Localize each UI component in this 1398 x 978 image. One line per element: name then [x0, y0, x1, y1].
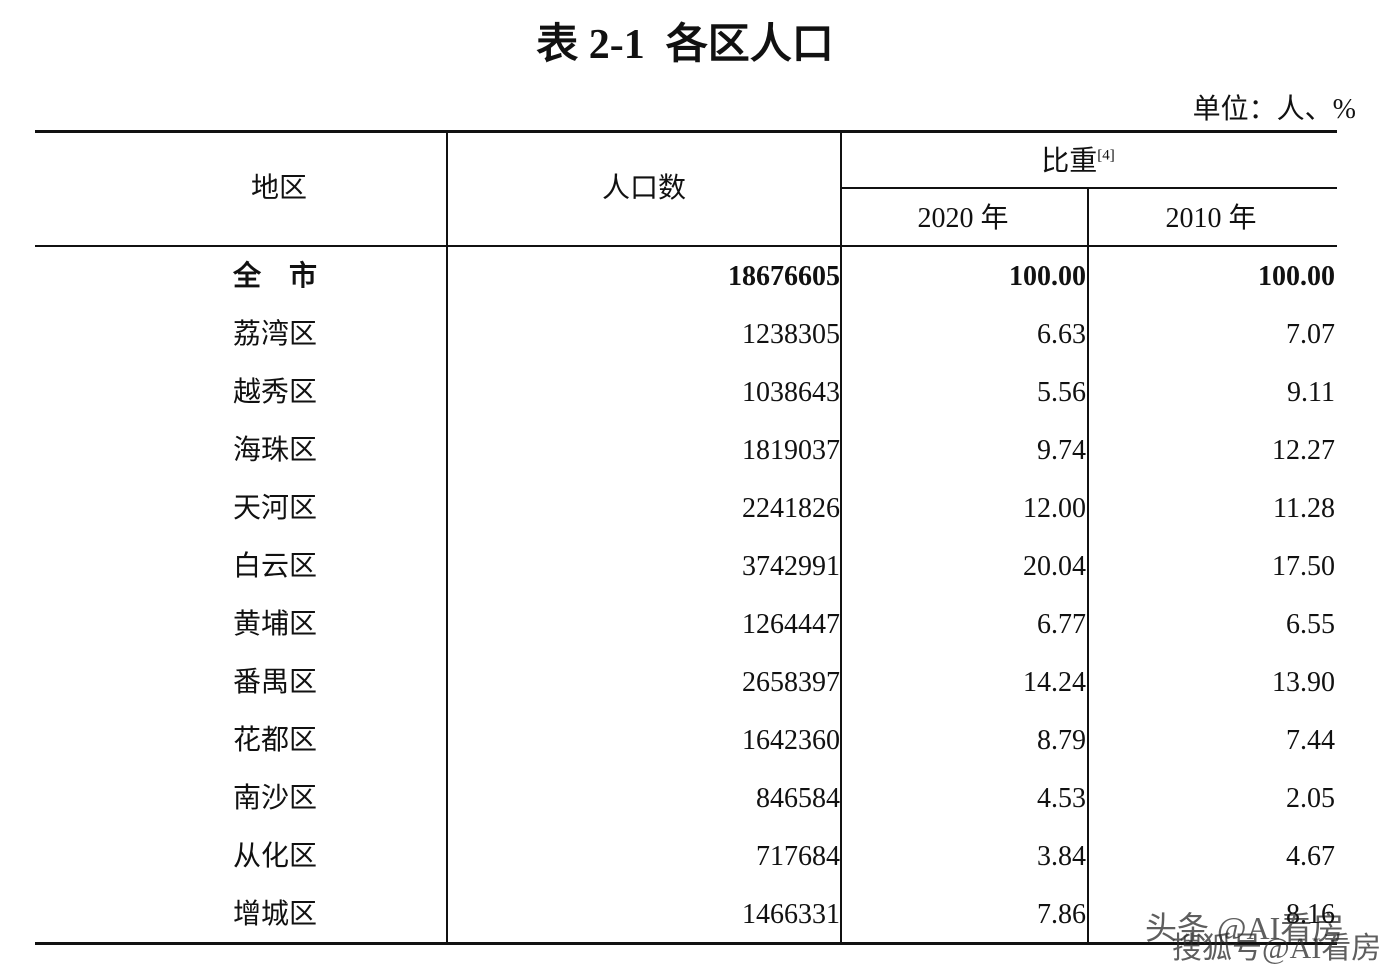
title: 表 2-1 各区人口	[536, 22, 834, 68]
number-cell: 13.90	[1272, 667, 1335, 698]
number-cell: 5.56	[1037, 377, 1086, 408]
rule	[35, 130, 1337, 133]
unit: 单位：人、%	[1192, 94, 1356, 125]
header: 地区	[250, 173, 308, 204]
number-cell: 2241826	[742, 493, 840, 524]
number-cell: 2.05	[1286, 783, 1335, 814]
number-cell: 1264447	[742, 609, 840, 640]
region-cell: 从化区	[233, 841, 318, 872]
rule	[1087, 187, 1089, 944]
number-cell: 6.77	[1037, 609, 1086, 640]
footnote: [4]	[1097, 147, 1115, 164]
number-cell: 2658397	[742, 667, 840, 698]
number-cell: 3.84	[1037, 841, 1086, 872]
region-cell: 番禺区	[233, 667, 318, 698]
region-cell: 南沙区	[233, 783, 318, 814]
rule	[840, 130, 842, 944]
number-cell: 18676605	[728, 261, 840, 292]
number-cell: 6.63	[1037, 319, 1086, 350]
rule	[841, 187, 1337, 189]
number-cell: 1466331	[742, 899, 840, 930]
number-cell: 11.28	[1273, 493, 1335, 524]
number-cell: 9.74	[1037, 435, 1086, 466]
number-cell: 12.27	[1272, 435, 1335, 466]
number-cell: 9.11	[1287, 377, 1335, 408]
region-cell: 白云区	[233, 551, 318, 582]
number-cell: 7.44	[1286, 725, 1335, 756]
number-cell: 12.00	[1023, 493, 1086, 524]
number-cell: 8.16	[1286, 899, 1335, 930]
number-cell: 6.55	[1286, 609, 1335, 640]
region-cell: 天河区	[233, 493, 318, 524]
header: 人口数	[601, 173, 687, 204]
header: 比重[4]	[1041, 148, 1115, 176]
region-cell: 荔湾区	[233, 319, 318, 350]
region-cell: 黄埔区	[233, 609, 318, 640]
header: 比重	[1041, 146, 1098, 177]
number-cell: 14.24	[1023, 667, 1086, 698]
number-cell: 7.86	[1037, 899, 1086, 930]
number-cell: 100.00	[1258, 261, 1335, 292]
number-cell: 4.53	[1037, 783, 1086, 814]
watermark: 头条 @AI看房	[1145, 910, 1345, 946]
number-cell: 20.04	[1023, 551, 1086, 582]
rule	[446, 130, 448, 944]
rule	[35, 942, 1337, 945]
number-cell: 1238305	[742, 319, 840, 350]
region-cell: 全 市	[233, 261, 318, 292]
number-cell: 717684	[756, 841, 840, 872]
header: 2020 年	[917, 203, 1009, 234]
number-cell: 1642360	[742, 725, 840, 756]
rule	[35, 245, 1337, 247]
number-cell: 100.00	[1009, 261, 1086, 292]
header: 2010 年	[1165, 203, 1257, 234]
number-cell: 17.50	[1272, 551, 1335, 582]
region-cell: 海珠区	[233, 435, 318, 466]
number-cell: 1038643	[742, 377, 840, 408]
number-cell: 4.67	[1286, 841, 1335, 872]
number-cell: 7.07	[1286, 319, 1335, 350]
region-cell: 花都区	[233, 725, 318, 756]
watermark: 搜狐号@AI看房	[1172, 932, 1382, 965]
number-cell: 1819037	[742, 435, 840, 466]
region-cell: 增城区	[233, 899, 318, 930]
number-cell: 846584	[756, 783, 840, 814]
number-cell: 3742991	[742, 551, 840, 582]
region-cell: 越秀区	[233, 377, 318, 408]
number-cell: 8.79	[1037, 725, 1086, 756]
